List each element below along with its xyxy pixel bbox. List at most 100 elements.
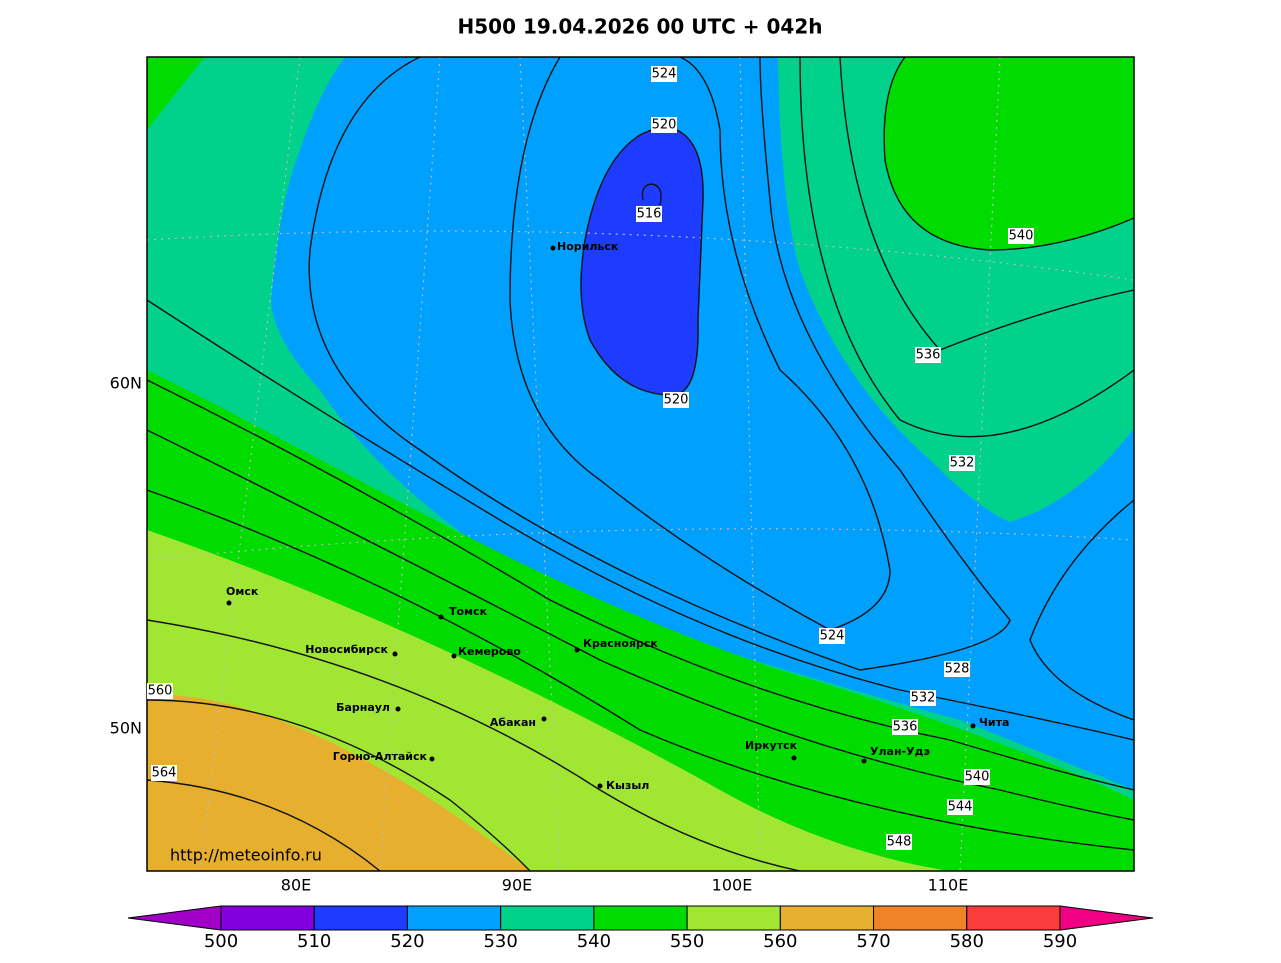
map-area: 524 520 516 540 536 520 532 524 528 560 532 536 564 5… xyxy=(146,56,1135,872)
contour-label: 532 xyxy=(950,456,975,471)
colorbar-tick-label: 590 xyxy=(1043,931,1077,952)
contour-label-bg xyxy=(651,117,677,133)
contour-line xyxy=(509,57,891,631)
contour-label-bg xyxy=(964,769,990,785)
contour-label-bg xyxy=(819,628,845,644)
colorbar-tick-label: 500 xyxy=(204,931,238,952)
contour-label: 520 xyxy=(664,393,689,408)
city-dot xyxy=(597,783,603,789)
city-dot xyxy=(861,758,867,764)
band-540 xyxy=(147,57,205,130)
fills xyxy=(147,57,1134,871)
city-dot xyxy=(550,245,556,251)
contour-line xyxy=(147,619,801,871)
contour-label: 536 xyxy=(893,720,918,735)
colorbar-segment xyxy=(779,905,875,931)
contour-line xyxy=(799,57,1134,438)
city-label: Чита xyxy=(979,716,1009,729)
city-label: Абакан xyxy=(490,716,536,729)
grid-line xyxy=(379,57,441,871)
lon-label: 100E xyxy=(712,876,753,895)
contour-label: 520 xyxy=(652,118,677,133)
colorbar-segment xyxy=(593,905,688,931)
contour-line xyxy=(147,779,381,871)
city-dot xyxy=(395,706,401,712)
contour-line xyxy=(1029,499,1134,721)
city-label: Кемерово xyxy=(458,645,521,658)
contour-line xyxy=(147,429,1134,821)
graticule xyxy=(147,57,1134,871)
contour-label: 548 xyxy=(887,835,912,850)
city-dot xyxy=(451,653,457,659)
contour-label-bg xyxy=(663,392,689,408)
city-dot xyxy=(541,716,547,722)
contour-line xyxy=(147,379,1134,791)
colorbar-segment xyxy=(406,905,502,931)
city-dot xyxy=(392,651,398,657)
contours xyxy=(147,57,1134,871)
contour-label-bg xyxy=(651,66,677,82)
colorbar-tick-label: 510 xyxy=(297,931,331,952)
city-label: Улан-Удэ xyxy=(870,745,930,758)
city-label: Кызыл xyxy=(606,779,649,792)
lon-label: 90E xyxy=(502,876,532,895)
city-label: Барнаул xyxy=(336,701,390,714)
contour-line xyxy=(147,699,531,871)
contour-label-bg xyxy=(892,719,918,735)
city-label: Иркутск xyxy=(745,739,798,752)
city-label: Горно-Алтайск xyxy=(333,750,428,763)
contour-label: 524 xyxy=(652,67,677,82)
contour-label-bg xyxy=(147,683,173,699)
contour-label-bg xyxy=(151,765,177,781)
contour-line xyxy=(839,57,1134,351)
colorbar-tick-label: 570 xyxy=(856,931,890,952)
contour-label-bg xyxy=(636,206,662,222)
colorbar-tick-label: 540 xyxy=(577,931,611,952)
contour-label: 532 xyxy=(911,691,936,706)
contour-label-bg xyxy=(910,690,936,706)
city-label: Новосибирск xyxy=(305,643,388,656)
contour-label: 564 xyxy=(152,766,177,781)
contour-label: 544 xyxy=(948,800,973,815)
contour-line xyxy=(147,489,1134,851)
band-560 xyxy=(147,694,530,871)
band-540 xyxy=(884,57,1134,250)
colorbar-segment xyxy=(313,905,408,931)
colorbar-tick-label: 550 xyxy=(670,931,704,952)
contour-label: 540 xyxy=(965,770,990,785)
contour-label-bg xyxy=(944,661,970,677)
contour-line xyxy=(147,299,1134,741)
contour-label: 528 xyxy=(945,662,970,677)
contour-label-bg xyxy=(886,834,912,850)
title: H500 19.04.2026 00 UTC + 042h xyxy=(458,15,823,39)
contour-line xyxy=(641,183,662,206)
contour-label: 524 xyxy=(820,629,845,644)
band-520 xyxy=(271,57,1134,790)
colorbar-tick-label: 560 xyxy=(763,931,797,952)
grid-line xyxy=(959,57,1001,871)
contour-label: 560 xyxy=(148,684,173,699)
band-510 xyxy=(581,127,704,395)
lon-label: 80E xyxy=(281,876,311,895)
contour-label-bg xyxy=(949,455,975,471)
contour-label: 540 xyxy=(1009,229,1034,244)
contour-line xyxy=(580,126,704,396)
city-label: Омск xyxy=(226,585,259,598)
city-dot xyxy=(429,756,435,762)
colorbar-tick-label: 580 xyxy=(950,931,984,952)
colorbar-segment xyxy=(500,905,595,931)
contour-label: 516 xyxy=(637,207,662,222)
contour-line xyxy=(883,57,1134,251)
credit: http://meteoinfo.ru xyxy=(170,846,322,865)
contour-label-bg xyxy=(915,347,941,363)
grid-line xyxy=(519,57,561,871)
city-dot xyxy=(791,755,797,761)
contour-line xyxy=(308,57,1011,671)
map-frame xyxy=(146,56,1135,872)
city-dot xyxy=(226,600,232,606)
city-label: Томск xyxy=(449,605,488,618)
grid-line xyxy=(739,57,761,871)
city-dot xyxy=(970,723,976,729)
